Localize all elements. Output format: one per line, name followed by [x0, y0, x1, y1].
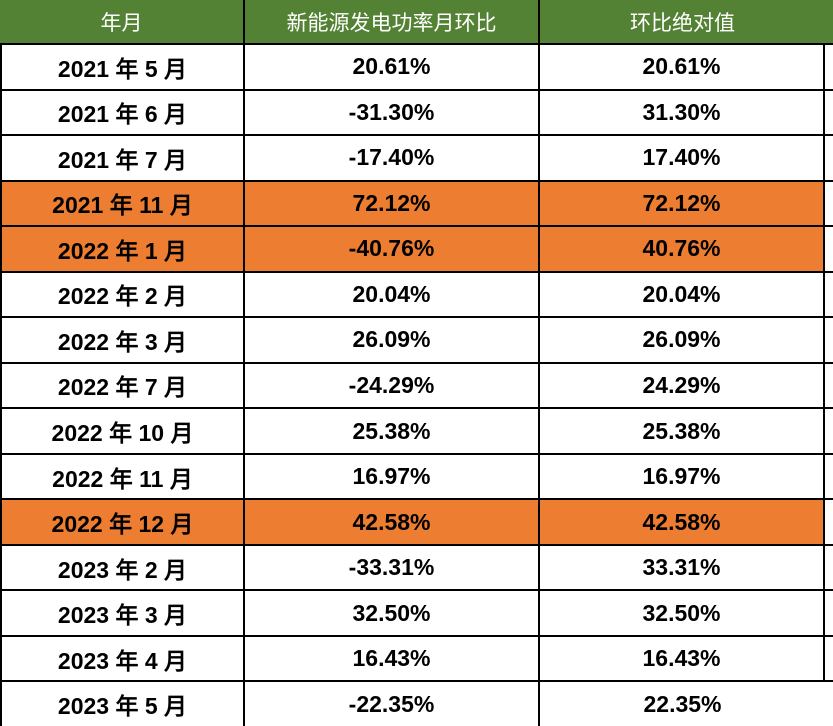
month-cell: 2022 年 1 月	[0, 227, 245, 271]
mom-cell: -31.30%	[245, 90, 540, 135]
abs-cell: 16.43%	[540, 636, 825, 681]
abs-cell: 16.97%	[540, 454, 825, 499]
mom-cell: 42.58%	[245, 500, 540, 544]
column-header-abs: 环比绝对值	[630, 11, 735, 35]
month-cell: 2022 年 10 月	[0, 409, 245, 453]
month-cell: 2022 年 11 月	[0, 454, 245, 499]
row-spacer	[825, 546, 833, 590]
mom-cell: -22.35%	[245, 682, 540, 726]
abs-cell: 25.38%	[540, 409, 825, 453]
row-spacer	[825, 318, 833, 362]
table-row: 2021 年 5 月 20.61% 20.61%	[0, 45, 833, 91]
table-row: 2022 年 7 月 -24.29% 24.29%	[0, 363, 833, 410]
table-row: 2022 年 3 月 26.09% 26.09%	[0, 318, 833, 364]
row-spacer	[825, 591, 833, 635]
mom-cell: 72.12%	[245, 181, 540, 226]
month-cell: 2021 年 11 月	[0, 181, 245, 226]
table-row: 2022 年 2 月 20.04% 20.04%	[0, 272, 833, 319]
abs-cell: 22.35%	[540, 682, 825, 726]
table-row: 2023 年 2 月 -33.31% 33.31%	[0, 545, 833, 592]
table-body: 2021 年 5 月 20.61% 20.61% 2021 年 6 月 -31.…	[0, 45, 833, 726]
row-spacer	[825, 409, 833, 453]
row-spacer	[825, 682, 833, 726]
table-row: 2023 年 3 月 32.50% 32.50%	[0, 591, 833, 637]
table-row: 2022 年 10 月 25.38% 25.38%	[0, 409, 833, 455]
mom-cell: 26.09%	[245, 318, 540, 362]
column-header-month: 年月	[0, 0, 245, 43]
mom-cell: -40.76%	[245, 227, 540, 271]
abs-cell: 20.61%	[540, 45, 825, 89]
row-spacer	[825, 637, 833, 681]
month-cell: 2021 年 5 月	[0, 45, 245, 89]
header-spacer	[825, 0, 833, 43]
month-cell: 2023 年 2 月	[0, 545, 245, 590]
header-row: 年月 新能源发电功率月环比 环比绝对值	[0, 0, 833, 45]
table-row: 2021 年 11 月 72.12% 72.12%	[0, 181, 833, 228]
row-spacer	[825, 136, 833, 180]
mom-cell: 25.38%	[245, 409, 540, 453]
table-row: 2023 年 4 月 16.43% 16.43%	[0, 636, 833, 683]
mom-cell: -24.29%	[245, 363, 540, 408]
mom-cell: 20.04%	[245, 272, 540, 317]
mom-cell: -17.40%	[245, 136, 540, 180]
row-spacer	[825, 273, 833, 317]
row-spacer	[825, 364, 833, 408]
table-row: 2022 年 1 月 -40.76% 40.76%	[0, 227, 833, 273]
month-cell: 2021 年 7 月	[0, 136, 245, 180]
month-cell: 2021 年 6 月	[0, 90, 245, 135]
month-cell: 2022 年 7 月	[0, 363, 245, 408]
abs-cell: 42.58%	[540, 500, 825, 544]
abs-cell: 20.04%	[540, 272, 825, 317]
month-cell: 2023 年 5 月	[0, 682, 245, 726]
table-row: 2022 年 11 月 16.97% 16.97%	[0, 454, 833, 501]
abs-cell: 24.29%	[540, 363, 825, 408]
month-cell: 2023 年 4 月	[0, 636, 245, 681]
abs-cell: 31.30%	[540, 90, 825, 135]
month-cell: 2022 年 12 月	[0, 500, 245, 544]
month-cell: 2023 年 3 月	[0, 591, 245, 635]
row-spacer	[825, 182, 833, 226]
table-row: 2022 年 12 月 42.58% 42.58%	[0, 500, 833, 546]
mom-cell: 32.50%	[245, 591, 540, 635]
abs-cell: 40.76%	[540, 227, 825, 271]
abs-cell: 72.12%	[540, 181, 825, 226]
mom-cell: 16.97%	[245, 454, 540, 499]
column-header-mom: 新能源发电功率月环比	[245, 0, 540, 43]
abs-cell: 33.31%	[540, 545, 825, 590]
mom-cell: 20.61%	[245, 45, 540, 89]
month-cell: 2022 年 2 月	[0, 272, 245, 317]
row-spacer	[825, 45, 833, 89]
table-row: 2021 年 6 月 -31.30% 31.30%	[0, 90, 833, 137]
mom-cell: -33.31%	[245, 545, 540, 590]
row-spacer	[825, 227, 833, 271]
table-row: 2023 年 5 月 -22.35% 22.35%	[0, 682, 833, 726]
table-row: 2021 年 7 月 -17.40% 17.40%	[0, 136, 833, 182]
row-spacer	[825, 91, 833, 135]
abs-cell: 32.50%	[540, 591, 825, 635]
row-spacer	[825, 500, 833, 544]
row-spacer	[825, 455, 833, 499]
abs-cell: 26.09%	[540, 318, 825, 362]
mom-cell: 16.43%	[245, 636, 540, 681]
month-cell: 2022 年 3 月	[0, 318, 245, 362]
abs-cell: 17.40%	[540, 136, 825, 180]
